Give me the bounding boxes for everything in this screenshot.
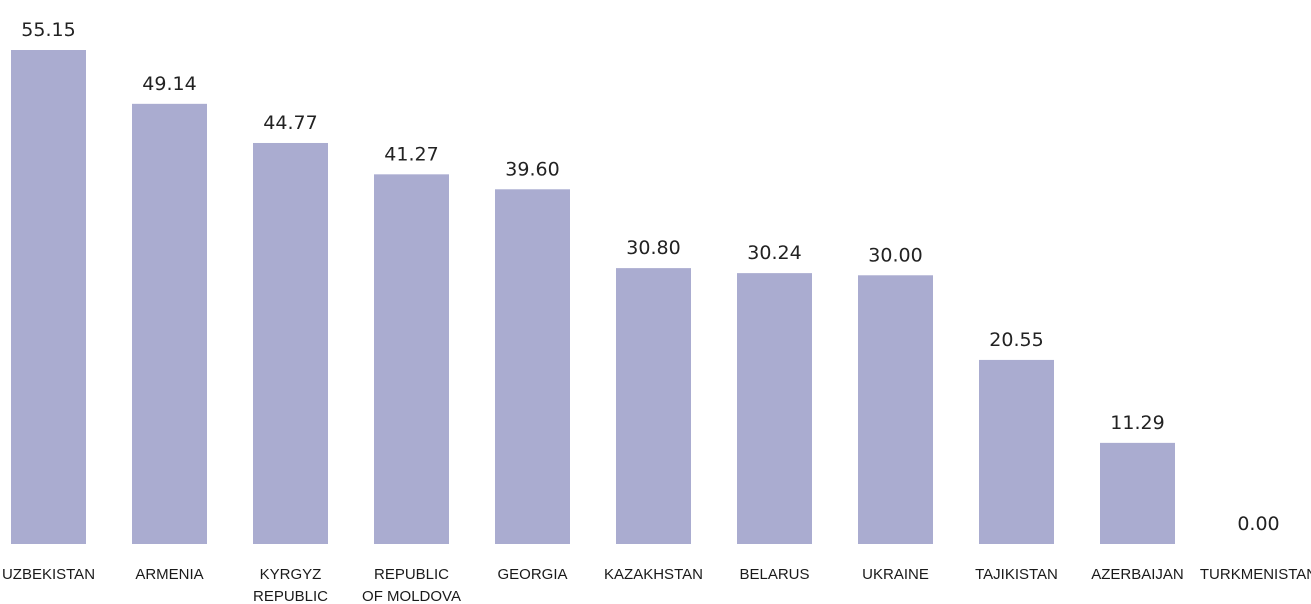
bars-layer [11, 50, 1175, 544]
bar-8 [979, 359, 1054, 544]
category-label-10: TURKMENISTAN [1200, 566, 1311, 583]
category-label-7: UKRAINE [862, 566, 929, 583]
value-label-7: 30.00 [868, 244, 922, 266]
bar-5 [616, 268, 691, 544]
category-label-4: GEORGIA [497, 566, 567, 583]
value-label-6: 30.24 [747, 242, 801, 264]
value-label-1: 49.14 [142, 73, 196, 95]
value-label-5: 30.80 [626, 237, 680, 259]
value-label-4: 39.60 [505, 158, 559, 180]
category-label-6: BELARUS [739, 566, 809, 583]
category-label-8: TAJIKISTAN [975, 566, 1058, 583]
category-labels-layer: UZBEKISTAN ARMENIA KYRGYZ REPUBLIC REPUBLIC O… [2, 566, 1311, 604]
bar-9 [1100, 442, 1175, 544]
category-label-2-line-1: REPUBLIC [253, 588, 328, 604]
value-label-10: 0.00 [1237, 513, 1279, 535]
value-label-0: 55.15 [21, 19, 75, 41]
category-label-9: AZERBAIJAN [1091, 566, 1184, 583]
category-label-3-line-1: OF MOLDOVA [362, 588, 461, 604]
bar-1 [132, 103, 207, 544]
bar-0 [11, 50, 86, 544]
bar-3 [374, 174, 449, 544]
bar-2 [253, 142, 328, 544]
bar-4 [495, 189, 570, 544]
value-label-2: 44.77 [263, 112, 317, 134]
bar-7 [858, 275, 933, 544]
value-labels-layer: 55.15 49.14 44.77 41.27 39.60 30.80 30.24 30.00… [21, 19, 1279, 535]
value-label-9: 11.29 [1110, 412, 1164, 434]
bar-6 [737, 273, 812, 544]
category-label-3-line-0: REPUBLIC [374, 566, 449, 583]
category-label-1: ARMENIA [135, 566, 203, 583]
category-label-5: KAZAKHSTAN [604, 566, 703, 583]
value-label-3: 41.27 [384, 143, 438, 165]
category-label-2-line-0: KYRGYZ [260, 566, 322, 583]
value-label-8: 20.55 [989, 329, 1043, 351]
category-label-0: UZBEKISTAN [2, 566, 95, 583]
